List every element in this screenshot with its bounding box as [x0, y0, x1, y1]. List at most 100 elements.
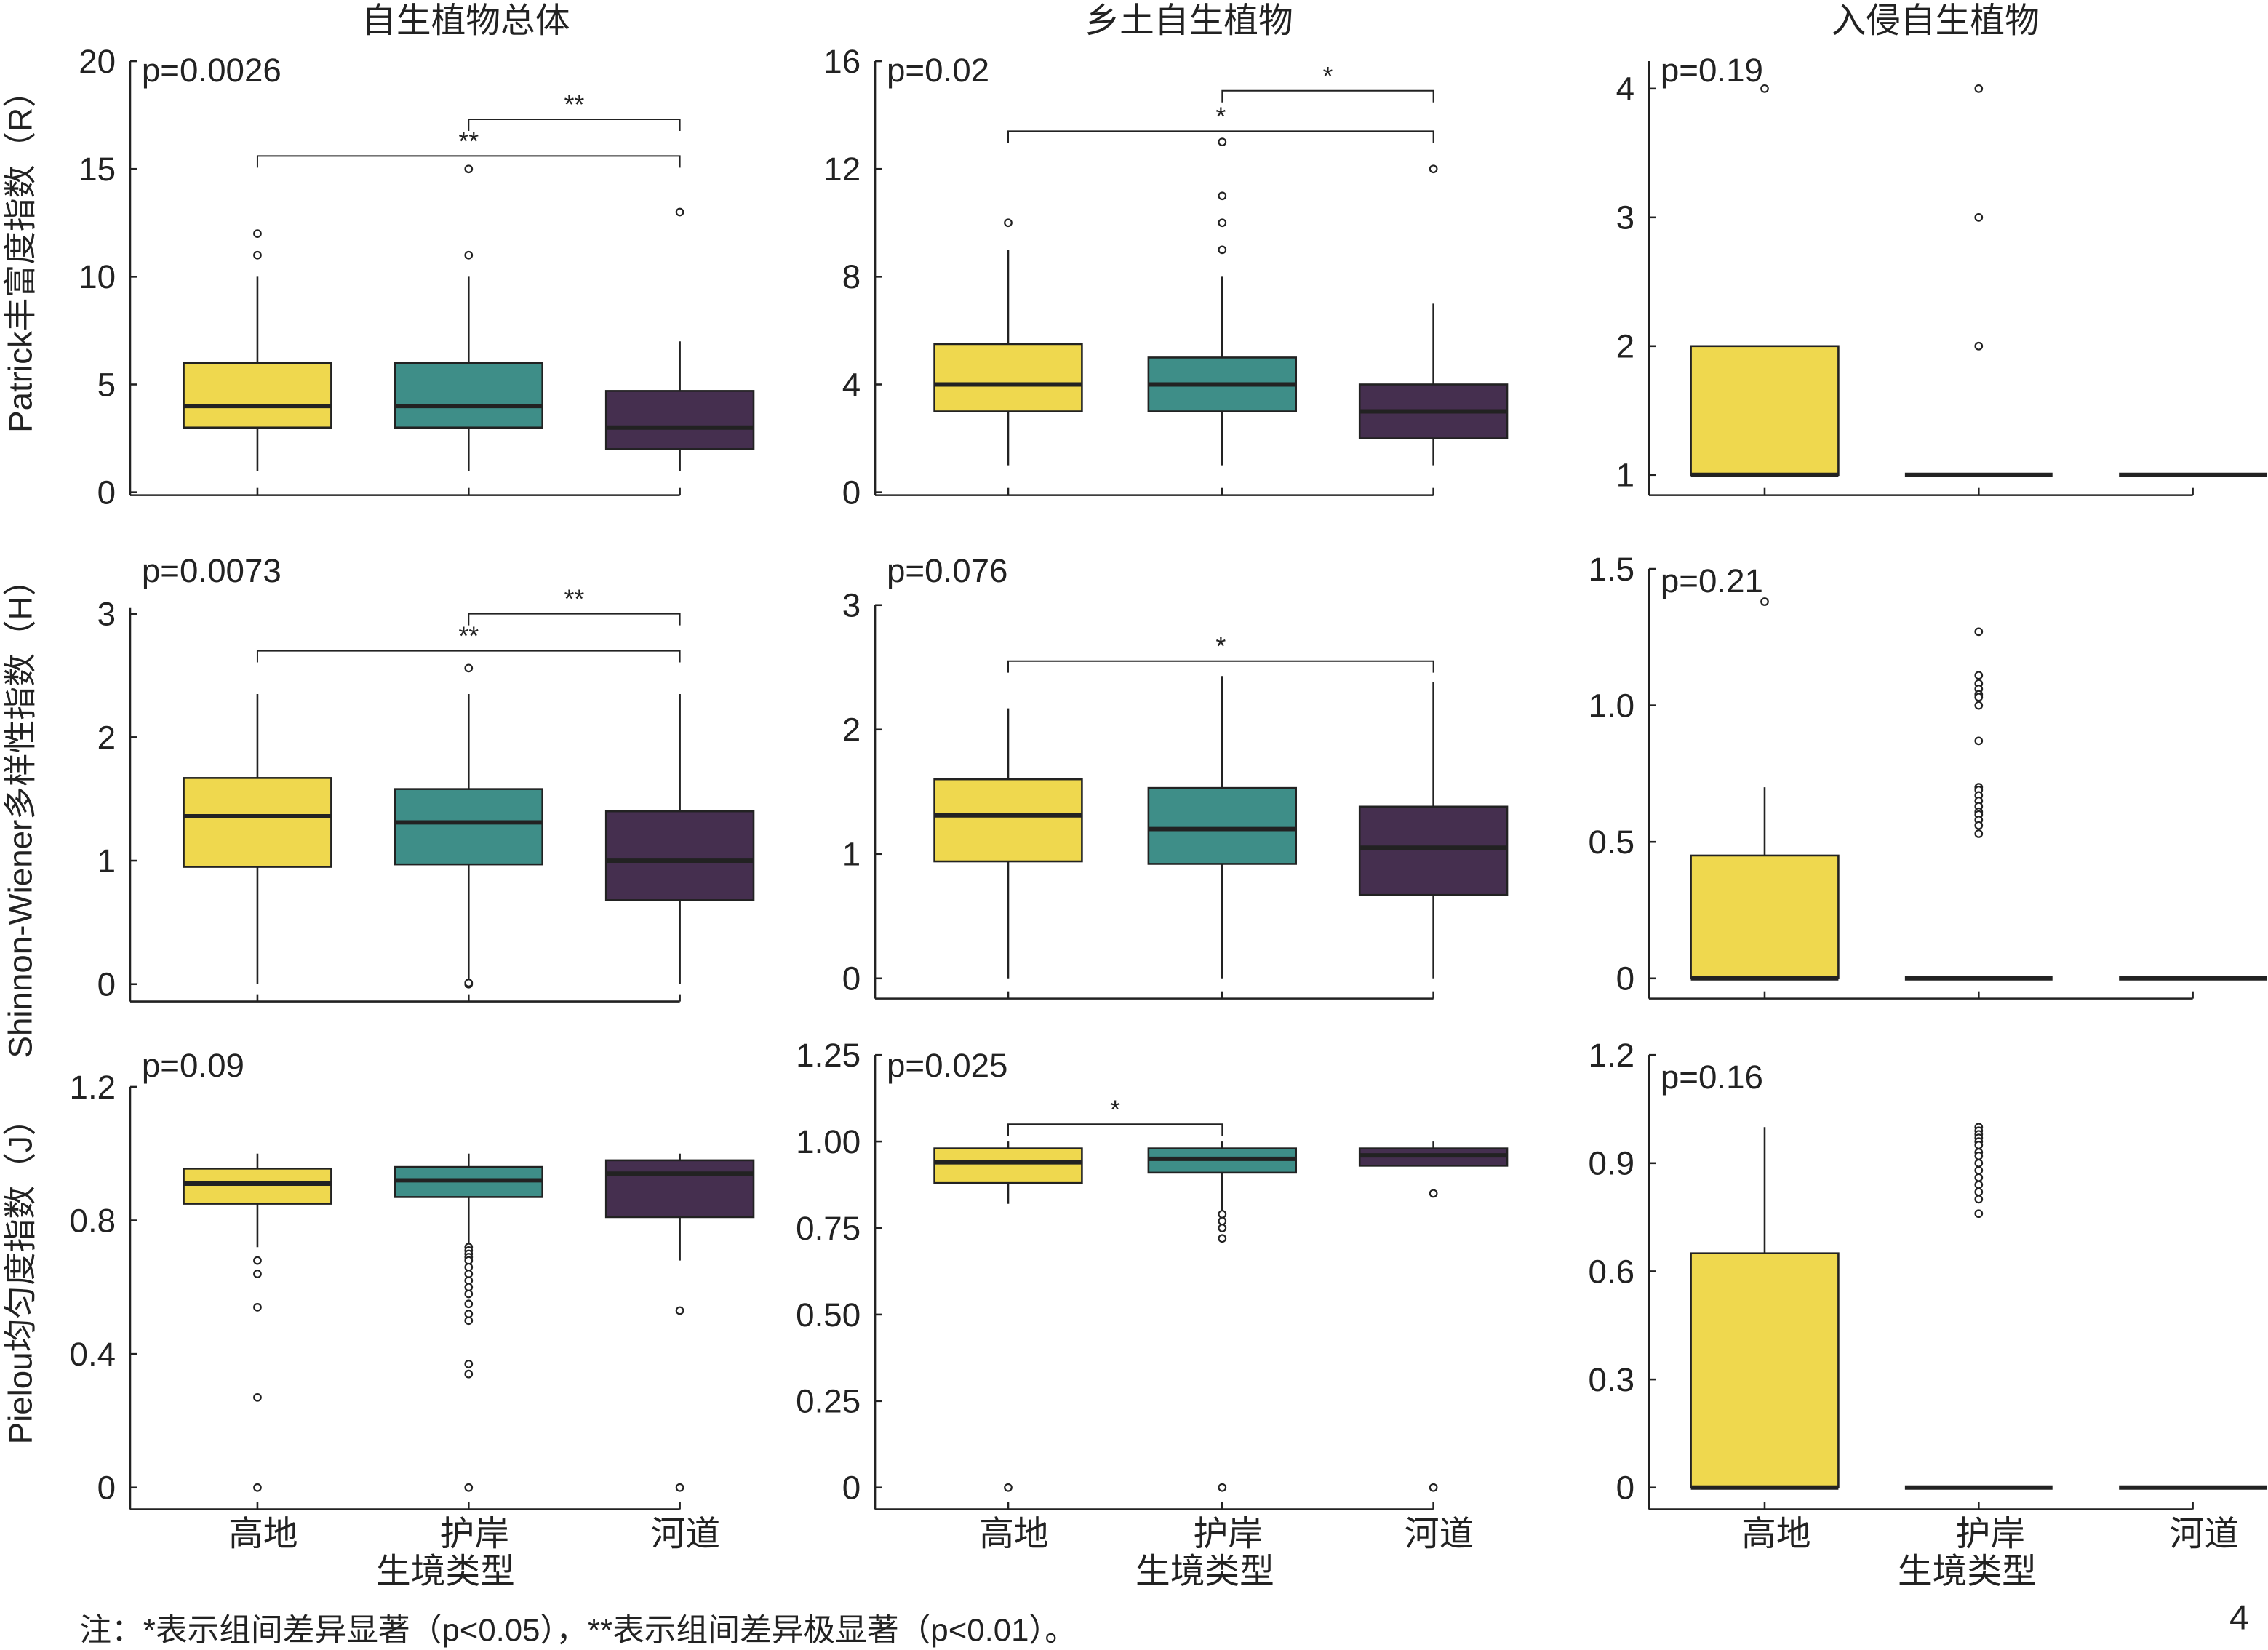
significance-bracket [468, 613, 681, 626]
footnote: 注：*表示组间差异显著（p<0.05），**表示组间差异极显著（p<0.01）。 [79, 1613, 1077, 1649]
p-value-label: p=0.19 [1661, 52, 1763, 89]
panel-1: 0 5 10 15 20 p=0.0026 ** ** [79, 43, 755, 511]
outlier-point [464, 979, 474, 987]
y-tick-label: 2 [842, 712, 861, 749]
box-护岸 [1147, 138, 1298, 466]
box-河道 [604, 1153, 755, 1492]
significance-bracket [468, 119, 681, 131]
y-tick-label: 1.00 [796, 1123, 861, 1160]
outlier-point [464, 1483, 474, 1492]
box-body [933, 1147, 1083, 1184]
box-高地 [1690, 84, 1840, 477]
y-tick-label: 4 [842, 366, 861, 403]
box-body [604, 810, 755, 901]
panel-2: 0 4 8 12 16 p=0.02 * * [823, 43, 1509, 511]
p-value-label: p=0.076 [887, 552, 1008, 589]
outlier-point [464, 1360, 474, 1368]
box-body [1690, 1252, 1840, 1489]
outlier-point [675, 1483, 684, 1492]
outlier-point [1004, 1483, 1013, 1492]
outlier-point [253, 1392, 262, 1402]
outlier-point [1974, 693, 1984, 702]
box-高地 [183, 229, 332, 471]
y-tick-label: 0 [842, 960, 861, 997]
outlier-point [1974, 1158, 1984, 1168]
outlier-point [464, 1299, 474, 1309]
outlier-point [1974, 627, 1984, 637]
significance-label: * [1322, 62, 1333, 91]
box-高地 [933, 708, 1083, 979]
significance-label: ** [458, 127, 479, 156]
y-tick-label: 3 [842, 587, 861, 624]
outlier-point [1974, 821, 1984, 830]
y-tick-label: 16 [823, 43, 861, 80]
box-body [933, 778, 1083, 863]
outlier-point [1974, 736, 1984, 746]
outlier-point [1004, 218, 1013, 228]
y-tick-label: 8 [842, 258, 861, 295]
box-护岸 [1147, 676, 1298, 979]
box-body [394, 362, 543, 429]
y-tick-label: 0 [1616, 960, 1634, 997]
box-body [933, 343, 1083, 412]
p-value-label: p=0.025 [887, 1047, 1008, 1084]
y-tick-label: 1 [842, 836, 861, 873]
y-tick-label: 15 [79, 151, 116, 188]
x-axis-title-3: 生境类型 [1898, 1553, 2037, 1591]
y-tick-label: 12 [823, 151, 861, 188]
box-护岸 [1904, 627, 2053, 981]
box-body [1690, 345, 1840, 477]
outlier-point [253, 250, 262, 260]
outlier-point [253, 1256, 262, 1265]
box-河道 [1358, 682, 1509, 979]
y-tick-label: 3 [1616, 199, 1634, 236]
y-tick-label: 0.75 [796, 1210, 861, 1247]
outlier-point [1974, 701, 1984, 710]
box-护岸 [1147, 1141, 1298, 1492]
p-value-label: p=0.21 [1661, 562, 1763, 599]
y-tick-label: 1.25 [796, 1037, 861, 1074]
y-tick-label: 0.4 [70, 1336, 116, 1373]
outlier-point [675, 207, 684, 217]
y-tick-label: 5 [97, 366, 116, 403]
p-value-label: p=0.02 [887, 52, 989, 89]
outlier-point [1218, 245, 1227, 255]
box-高地 [183, 1153, 332, 1492]
significance-bracket [256, 155, 681, 168]
box-body [1358, 805, 1509, 896]
p-value-label: p=0.0026 [142, 52, 281, 89]
outlier-point [1974, 1180, 1984, 1189]
outlier-point [464, 250, 474, 260]
significance-bracket [256, 650, 681, 663]
outlier-point [1974, 1141, 1984, 1149]
panel-4: 0 1 2 3 p=0.0073 ** ** [97, 552, 755, 1003]
box-护岸 [394, 1153, 543, 1492]
box-护岸 [1904, 84, 2053, 477]
p-value-label: p=0.09 [142, 1047, 244, 1084]
outlier-point [1429, 1483, 1438, 1492]
y-tick-label: 20 [79, 43, 116, 80]
box-护岸 [394, 164, 543, 471]
outlier-point [1974, 1152, 1984, 1160]
outlier-point [1974, 829, 1984, 838]
x-category-label: 高地 [228, 1515, 298, 1553]
x-category-label: 河道 [651, 1515, 720, 1553]
box-高地 [1690, 1127, 1840, 1490]
box-高地 [1690, 597, 1840, 981]
outlier-point [1974, 212, 1984, 222]
outlier-point [1218, 1210, 1227, 1219]
y-tick-label: 0 [97, 966, 116, 1003]
outlier-point [253, 1303, 262, 1312]
y-tick-label: 3 [97, 596, 116, 633]
y-tick-label: 0.3 [1588, 1361, 1634, 1398]
box-高地 [183, 693, 332, 984]
outlier-point [464, 1289, 474, 1299]
y-tick-label: 2 [1616, 328, 1634, 365]
box-body [604, 390, 755, 450]
outlier-point [1974, 341, 1984, 351]
significance-label: ** [564, 90, 585, 119]
significance-label: ** [564, 585, 585, 614]
outlier-point [253, 1270, 262, 1278]
y-tick-label: 0.6 [1588, 1253, 1634, 1290]
